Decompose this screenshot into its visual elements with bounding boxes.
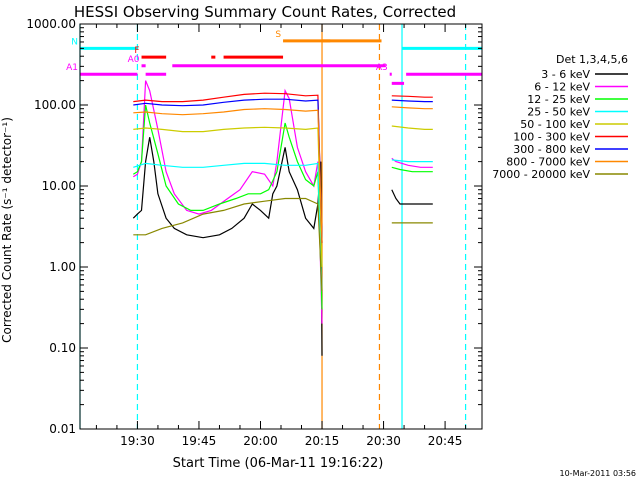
legend-label-7: 800 - 7000 keV: [506, 156, 590, 169]
plot-layer: N F S A0 A1 A3 1000.00 100.00 10.00 1.00 0.10 0.01 1…: [26, 17, 483, 448]
chart-title: HESSI Observing Summary Count Rates, Cor…: [74, 3, 456, 21]
x-tick-label-0: 19:30: [120, 434, 155, 448]
state-bar-label-3: A0: [128, 55, 140, 65]
series-line-7-1: [391, 106, 433, 110]
state-bar-label-0: N: [71, 37, 78, 47]
series-line-5-0: [133, 92, 323, 243]
series-line-8-0: [133, 197, 323, 292]
x-tick-label-2: 20:00: [243, 434, 278, 448]
legend-title: Det 1,3,4,5,6: [556, 53, 628, 66]
state-bar-label-5: A3: [376, 63, 388, 73]
x-axis-label: Start Time (06-Mar-11 19:16:22): [173, 456, 384, 471]
state-bar-label-4: A1: [66, 63, 78, 73]
y-tick-label-4: 0.10: [49, 341, 76, 355]
y-tick-label-2: 10.00: [42, 179, 76, 193]
series-line-0-0: [132, 137, 323, 356]
y-tick-label-3: 1.00: [49, 260, 76, 274]
series-line-6-0: [133, 98, 323, 243]
legend-label-0: 3 - 6 keV: [541, 68, 590, 81]
series-line-4-1: [391, 125, 433, 130]
series-line-0-1: [391, 189, 433, 205]
y-tick-label-5: 0.01: [49, 422, 76, 436]
legend-label-1: 6 - 12 keV: [534, 81, 590, 94]
series-line-6-1: [391, 99, 433, 103]
y-tick-label-1: 100.00: [34, 98, 76, 112]
x-tick-label-3: 20:15: [305, 434, 340, 448]
series-line-5-1: [391, 95, 433, 98]
legend-label-8: 7000 - 20000 keV: [492, 168, 590, 181]
y-tick-label-0: 1000.00: [26, 17, 76, 31]
series-line-4-0: [133, 126, 323, 268]
state-bar-label-2: S: [275, 30, 281, 40]
series-line-1-0: [132, 80, 323, 324]
legend-label-6: 300 - 800 keV: [513, 143, 590, 156]
series-line-3-0: [133, 162, 323, 292]
x-tick-label-1: 19:45: [182, 434, 217, 448]
state-bar-label-1: F: [134, 46, 139, 56]
x-tick-label-5: 20:45: [428, 434, 463, 448]
y-axis-label: Corrected Count Rate (s⁻¹ detector⁻¹): [0, 117, 14, 343]
legend-label-5: 100 - 300 keV: [513, 131, 590, 144]
x-tick-label-4: 20:30: [366, 434, 401, 448]
legend-label-2: 12 - 25 keV: [527, 93, 590, 106]
footer-timestamp: 10-Mar-2011 03:56: [560, 469, 637, 478]
legend-label-3: 25 - 50 keV: [527, 106, 590, 119]
series-line-2-0: [132, 104, 323, 310]
series-line-7-0: [133, 108, 323, 243]
series-line-3-1: [391, 159, 433, 163]
legend-label-4: 50 - 100 keV: [520, 118, 590, 131]
series-line-2-1: [391, 166, 433, 173]
